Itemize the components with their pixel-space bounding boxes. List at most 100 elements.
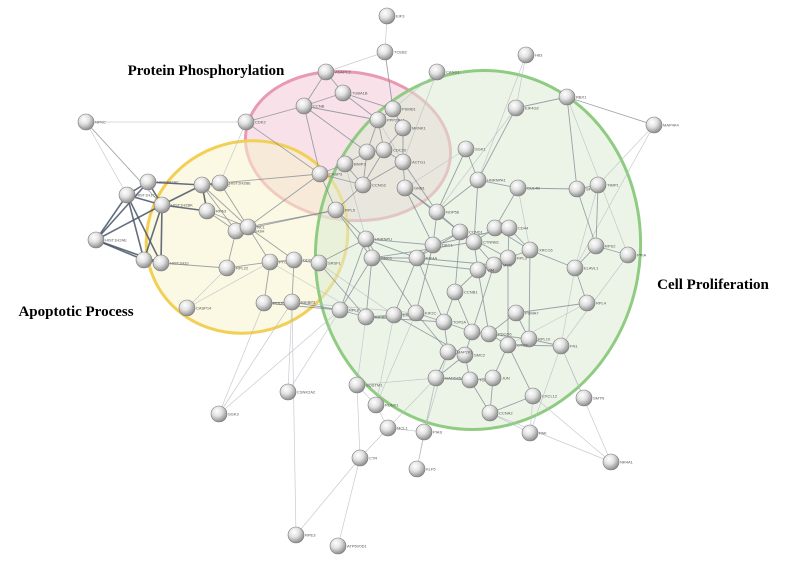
node-cd44[interactable]: CD44 xyxy=(500,219,529,237)
node-casp3[interactable]: CASP3 xyxy=(311,165,343,183)
node-sphere[interactable] xyxy=(575,389,593,407)
node-sphere[interactable] xyxy=(348,376,366,394)
node-sphere[interactable] xyxy=(457,140,475,158)
node-sphere[interactable] xyxy=(589,176,607,194)
node-sphere[interactable] xyxy=(210,405,228,423)
node-sphere[interactable] xyxy=(369,111,387,129)
node-vim[interactable]: VIM xyxy=(469,261,494,279)
node-hist1h2bk[interactable]: HIST1H2BK xyxy=(153,196,193,214)
node-ctnnb1[interactable]: CTNNB1 xyxy=(465,233,500,251)
node-sphere[interactable] xyxy=(394,119,412,137)
node-pias[interactable]: PIAS xyxy=(415,423,442,441)
node-mcl1[interactable]: MCL1 xyxy=(379,419,408,437)
node-sphere[interactable] xyxy=(587,237,605,255)
node-sphere[interactable] xyxy=(152,254,170,272)
node-rpl22[interactable]: RPL22 xyxy=(218,259,249,277)
node-sphere[interactable] xyxy=(484,369,502,387)
node-cdc20[interactable]: CDC20 xyxy=(375,141,407,159)
node-runx1[interactable]: RUNX1 xyxy=(367,396,399,414)
node-sphere[interactable] xyxy=(396,179,414,197)
node-sphere[interactable] xyxy=(566,259,584,277)
node-sphere[interactable] xyxy=(500,219,518,237)
node-atp6v0d1[interactable]: ATP6V0D1 xyxy=(329,537,367,555)
node-sphere[interactable] xyxy=(357,230,375,248)
node-rpl8[interactable]: RPL8 xyxy=(331,301,360,319)
node-ctr[interactable]: CTR xyxy=(351,449,377,467)
node-sphere[interactable] xyxy=(357,308,375,326)
node-xrcc6[interactable]: XRCC6 xyxy=(521,241,553,259)
node-sphere[interactable] xyxy=(331,301,349,319)
node-mknk1[interactable]: MKNK1 xyxy=(394,119,427,137)
node-pdcd6[interactable]: PDCD6 xyxy=(480,325,512,343)
node-sphere[interactable] xyxy=(424,236,442,254)
node-psmd1[interactable]: PSMD1 xyxy=(384,100,417,118)
node-actg1[interactable]: ACTG1 xyxy=(394,153,426,171)
node-sphere[interactable] xyxy=(408,460,426,478)
node-igfbp3[interactable]: IGFBP3 xyxy=(283,293,316,311)
node-sgk3[interactable]: SGK3 xyxy=(210,405,239,423)
node-sphere[interactable] xyxy=(461,371,479,389)
node-sphere[interactable] xyxy=(358,143,376,161)
node-sphere[interactable] xyxy=(237,113,255,131)
node-ccna2[interactable]: CCNA2 xyxy=(481,404,513,422)
node-sphere[interactable] xyxy=(481,404,499,422)
node-nop56[interactable]: NOP56 xyxy=(428,203,460,221)
node-sphere[interactable] xyxy=(334,84,352,102)
node-hist1h1c[interactable]: HIST1H1C xyxy=(118,186,155,204)
node-sphere[interactable] xyxy=(520,330,538,348)
node-ppp2r1a[interactable]: PPP2R1A xyxy=(369,111,405,129)
node-eif4g2[interactable]: EIF4G2 xyxy=(507,99,540,117)
node-sphere[interactable] xyxy=(375,141,393,159)
node-hist2h2be[interactable]: HIST2H2BE xyxy=(211,174,251,192)
node-rps2[interactable]: RPS2 xyxy=(587,237,616,255)
node-sphere[interactable] xyxy=(507,99,525,117)
node-casp14[interactable]: CASP14 xyxy=(178,299,212,317)
node-sphere[interactable] xyxy=(517,46,535,64)
node-hist1h2ae[interactable]: HIST1H2AE xyxy=(87,231,127,249)
node-myc[interactable]: MYC xyxy=(485,256,512,274)
node-sphere[interactable] xyxy=(521,424,539,442)
node-rpe3[interactable]: RPE3 xyxy=(287,526,316,544)
node-sphere[interactable] xyxy=(135,251,153,269)
node-sphere[interactable] xyxy=(261,253,279,271)
node-sphere[interactable] xyxy=(139,173,157,191)
node-map2k1[interactable]: MAP2K1 xyxy=(439,343,474,361)
node-sphere[interactable] xyxy=(379,419,397,437)
node-sphere[interactable] xyxy=(118,186,136,204)
node-sphere[interactable] xyxy=(558,88,576,106)
node-sphere[interactable] xyxy=(77,113,95,131)
node-smc2[interactable]: SMC2 xyxy=(456,346,486,364)
node-sphere[interactable] xyxy=(486,219,504,237)
node-sphere[interactable] xyxy=(469,171,487,189)
node-sphere[interactable] xyxy=(507,304,525,322)
node-cxcl12[interactable]: CXCL12 xyxy=(524,387,558,405)
node-sphere[interactable] xyxy=(446,283,464,301)
node-rpl4[interactable]: RPL4 xyxy=(578,294,607,312)
node-sphere[interactable] xyxy=(367,396,385,414)
node-sphere[interactable] xyxy=(568,180,586,198)
node-sphere[interactable] xyxy=(619,246,637,264)
node-sphere[interactable] xyxy=(285,251,303,269)
node-rpl3[interactable]: RPL3 xyxy=(499,249,528,267)
node-sphere[interactable] xyxy=(153,196,171,214)
node-sphere[interactable] xyxy=(317,63,335,81)
node-sphere[interactable] xyxy=(351,449,369,467)
node-gnb1[interactable]: GNB1 xyxy=(396,179,426,197)
node-sphere[interactable] xyxy=(552,337,570,355)
node-sgk1[interactable]: SGK1 xyxy=(457,140,486,158)
node-sphere[interactable] xyxy=(295,97,313,115)
node-sphere[interactable] xyxy=(329,537,347,555)
node-sphere[interactable] xyxy=(283,293,301,311)
node-sphere[interactable] xyxy=(578,294,596,312)
node-sphere[interactable] xyxy=(465,233,483,251)
node-sphere[interactable] xyxy=(385,306,403,324)
node-nr4a1[interactable]: NR4A1 xyxy=(602,453,634,471)
node-klf5[interactable]: KLF5 xyxy=(408,460,436,478)
node-sphere[interactable] xyxy=(287,526,305,544)
node-sphere[interactable] xyxy=(218,259,236,277)
node-ccnb1[interactable]: CCNB1 xyxy=(446,283,478,301)
node-srsf1[interactable]: SRSF1 xyxy=(310,254,342,272)
node-ncl[interactable]: NCL xyxy=(239,218,266,236)
node-sphere[interactable] xyxy=(336,155,354,173)
node-rbx1[interactable]: RBX1 xyxy=(558,88,587,106)
